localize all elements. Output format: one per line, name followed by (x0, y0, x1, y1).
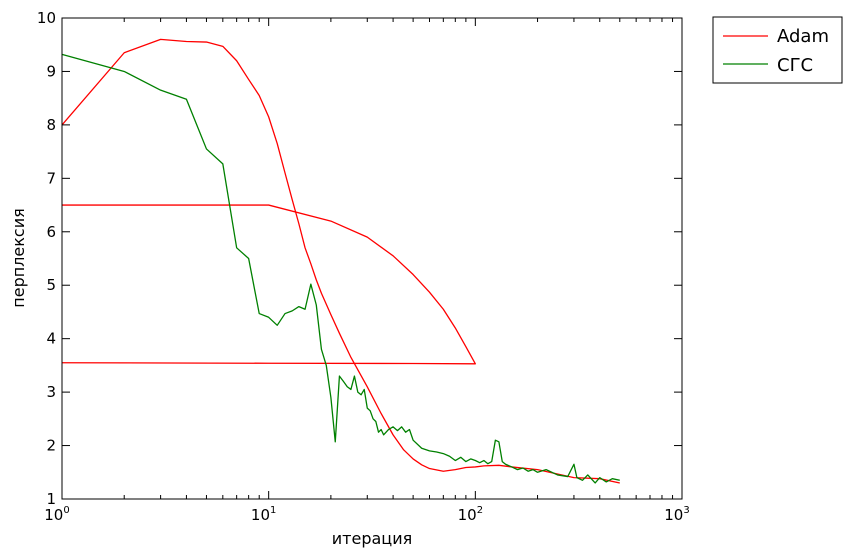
y-tick-label: 7 (46, 169, 56, 187)
legend-label-sgs: СГС (777, 55, 813, 76)
series-line-1-segment-0 (61, 53, 620, 484)
y-tick-label: 1 (46, 490, 56, 508)
y-tick-label: 6 (46, 223, 56, 241)
x-tick-label: 102 (458, 505, 483, 524)
y-tick-label: 2 (46, 437, 56, 455)
y-tick-label: 10 (37, 9, 56, 27)
x-tick-label: 100 (44, 505, 69, 524)
x-tick-label: 101 (251, 505, 276, 524)
y-tick-label: 4 (46, 330, 56, 348)
series-line-0-segment-0 (61, 38, 620, 484)
legend-frame (712, 16, 843, 84)
series-layer (61, 38, 620, 484)
series-line-0-segment-1 (61, 204, 476, 365)
y-axis-label: перплексия (9, 208, 28, 307)
legend: Adam СГС (712, 16, 843, 84)
y-tick-label: 8 (46, 116, 56, 134)
x-tick-label: 103 (664, 505, 689, 524)
y-tick-label: 9 (46, 62, 56, 80)
y-tick-label: 5 (46, 276, 56, 294)
x-axis-label: итерация (332, 529, 412, 548)
y-tick-label: 3 (46, 383, 56, 401)
legend-label-adam: Adam (777, 26, 829, 47)
tick-layer: 100 101 102 103 1 2 3 4 5 6 7 8 9 10 (37, 9, 690, 524)
plot-background (62, 18, 682, 499)
plot-frame (61, 17, 683, 500)
